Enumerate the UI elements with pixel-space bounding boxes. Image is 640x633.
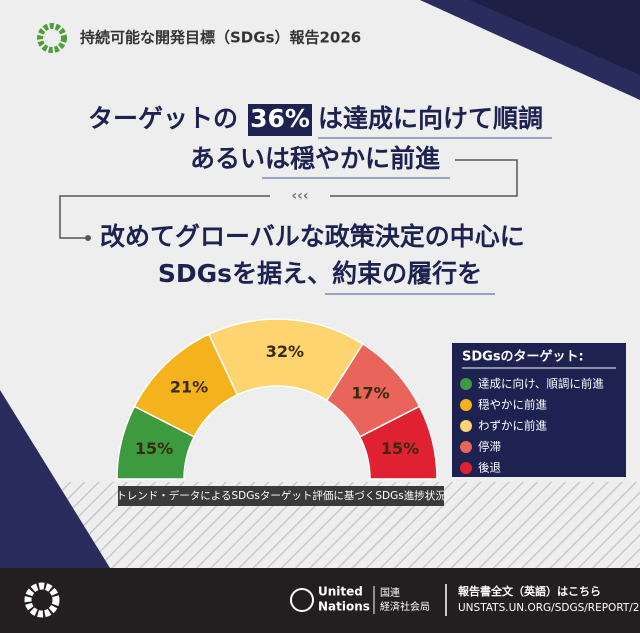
sdg-wheel	[24, 582, 60, 618]
headline: ターゲットの	[88, 104, 238, 133]
legend-entry: 穏やかに前進	[478, 398, 547, 412]
connector	[330, 159, 518, 197]
link-text: 報告書全文（英語）はこちら	[458, 584, 601, 598]
org-name: Nations	[318, 600, 370, 614]
legend-swatch	[460, 378, 472, 390]
donut-segment	[358, 405, 438, 480]
headline: は達成に向けて順調	[318, 104, 543, 133]
corner-triangle-dark	[470, 0, 640, 75]
legend-swatch	[460, 441, 472, 453]
legend-entry: わずかに前進	[478, 419, 547, 433]
sdg-wheel	[37, 23, 67, 53]
dept-name: 国連	[380, 586, 400, 599]
headline: 改めてグローバルな政策決定の中心に	[100, 222, 525, 251]
legend-swatch	[460, 462, 472, 474]
un-emblem	[290, 588, 314, 612]
value-label: 32%	[266, 342, 304, 361]
legend-swatch	[460, 399, 472, 411]
legend-entry: 達成に向け、順調に前進	[478, 377, 604, 391]
connector-dot	[85, 235, 91, 241]
value-label: 17%	[351, 383, 389, 402]
header-title: 持続可能な開発目標（SDGs）報告2026	[80, 29, 361, 47]
headline-highlight: 36%	[250, 104, 310, 133]
chart-caption: トレンド・データによるSDGsターゲット評価に基づくSDGs進捗状況	[116, 489, 446, 502]
highlight-box	[248, 104, 312, 136]
headline: SDGsを据え、約束の履行を	[158, 259, 482, 288]
value-label: 15%	[135, 439, 173, 458]
caption-box	[118, 486, 444, 506]
legend-swatch	[460, 420, 472, 432]
connector	[59, 195, 270, 239]
chevrons: ‹‹‹	[291, 188, 308, 204]
value-label: 21%	[170, 378, 208, 397]
org-name: United	[318, 585, 363, 599]
headline: あるいは穏やかに前進	[190, 144, 440, 173]
legend-box	[452, 343, 626, 477]
legend-entry: 後退	[478, 461, 501, 475]
legend-entry: 停滞	[478, 440, 501, 454]
report-url[interactable]: UNSTATS.UN.ORG/SDGS/REPORT/2026	[458, 602, 640, 614]
footer	[0, 568, 640, 633]
value-label: 15%	[381, 439, 419, 458]
corner-triangle-left	[0, 390, 110, 568]
legend-title: SDGsのターゲット:	[462, 349, 584, 365]
dept-name: 経済社会局	[380, 600, 430, 613]
